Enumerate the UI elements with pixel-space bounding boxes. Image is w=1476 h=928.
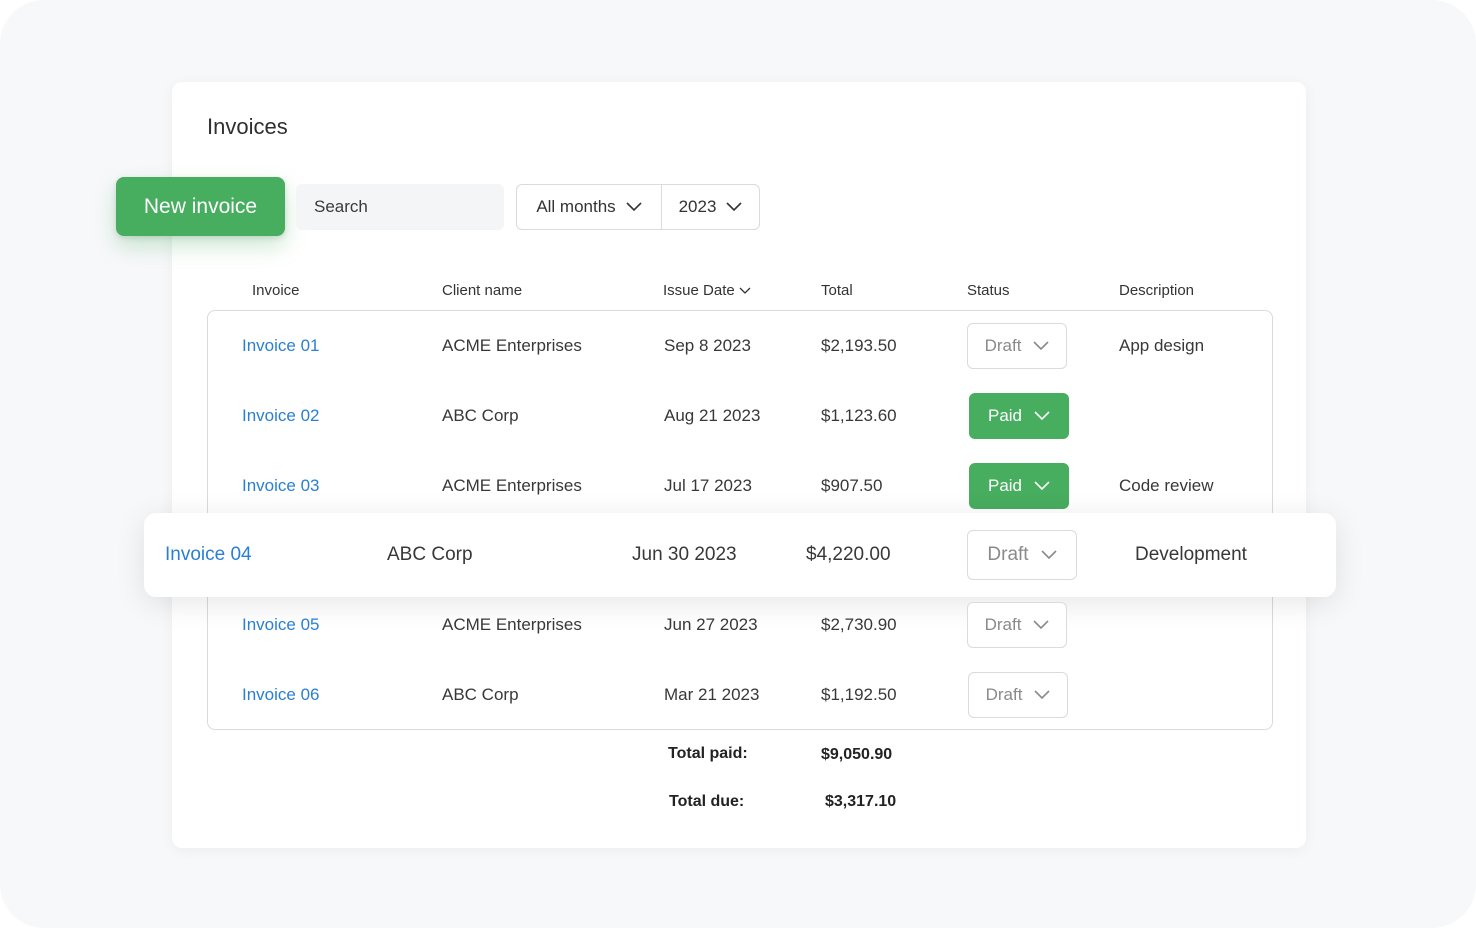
column-header-invoice: Invoice [252,282,300,299]
invoice-total: $4,220.00 [806,544,891,565]
invoice-total: $1,192.50 [821,685,897,704]
status-dropdown[interactable]: Draft [967,323,1067,369]
invoice-link[interactable]: Invoice 06 [242,685,320,704]
status-label: Paid [987,476,1023,495]
page-title: Invoices [207,114,288,139]
issue-date: Jul 17 2023 [664,476,752,495]
client-name: ABC Corp [442,406,519,425]
status-dropdown[interactable]: Paid [969,393,1069,439]
total-paid-value: $9,050.90 [821,746,893,763]
new-invoice-button[interactable]: New invoice [116,177,285,236]
chevron-down-icon [1033,341,1049,351]
issue-date: Mar 21 2023 [664,685,760,704]
status-label: Draft [987,544,1029,565]
chevron-down-icon [1033,620,1049,630]
description: App design [1119,336,1205,355]
search-box[interactable] [296,184,504,230]
column-header-total: Total [821,282,853,299]
total-due-label: Total due: [669,793,745,810]
chevron-down-icon [726,202,742,212]
invoice-link[interactable]: Invoice 05 [242,615,320,634]
column-header-description: Description [1119,282,1195,299]
invoice-total: $1,123.60 [821,406,897,425]
status-dropdown[interactable]: Paid [969,463,1069,509]
client-name: ABC Corp [387,544,473,565]
invoice-link[interactable]: Invoice 02 [242,406,320,425]
column-header-issue-date[interactable]: Issue Date [663,282,751,299]
chevron-down-icon [1034,481,1050,491]
status-dropdown[interactable]: Draft [967,530,1077,580]
status-label: Draft [985,685,1023,704]
column-header-status: Status [967,282,1010,299]
months-dropdown-label: All months [536,197,616,216]
status-label: Draft [984,336,1022,355]
client-name: ABC Corp [442,685,519,704]
date-filters: All months 2023 [516,184,760,230]
client-name: ACME Enterprises [442,336,582,355]
status-label: Paid [987,406,1023,425]
chevron-down-icon [1041,550,1057,560]
months-dropdown[interactable]: All months [517,185,662,229]
search-input[interactable] [314,197,504,217]
invoice-link[interactable]: Invoice 03 [242,476,320,495]
status-dropdown[interactable]: Draft [968,672,1068,718]
invoice-total: $2,193.50 [821,336,897,355]
issue-date: Jun 30 2023 [632,544,737,565]
invoice-link[interactable]: Invoice 01 [242,336,320,355]
year-dropdown-label: 2023 [678,197,717,216]
client-name: ACME Enterprises [442,476,582,495]
year-dropdown[interactable]: 2023 [662,185,759,229]
chevron-down-icon [1034,690,1050,700]
column-header-client: Client name [442,282,523,299]
total-paid-label: Total paid: [668,745,748,762]
column-header-issue-date-label: Issue Date [663,282,735,299]
issue-date: Aug 21 2023 [664,406,761,425]
invoice-link[interactable]: Invoice 04 [165,544,252,565]
status-label: Draft [984,615,1022,634]
issue-date: Jun 27 2023 [664,615,758,634]
table-row-highlighted[interactable]: Invoice 04 ABC Corp Jun 30 2023 $4,220.0… [144,513,1336,597]
chevron-down-icon [626,202,642,212]
description: Code review [1119,476,1214,495]
client-name: ACME Enterprises [442,615,582,634]
status-dropdown[interactable]: Draft [967,602,1067,648]
chevron-down-icon [1034,411,1050,421]
invoice-total: $907.50 [821,476,883,495]
sort-chevron-icon [739,287,751,294]
total-due-value: $3,317.10 [825,793,897,810]
invoice-total: $2,730.90 [821,615,897,634]
issue-date: Sep 8 2023 [664,336,751,355]
description: Development [1135,544,1247,565]
